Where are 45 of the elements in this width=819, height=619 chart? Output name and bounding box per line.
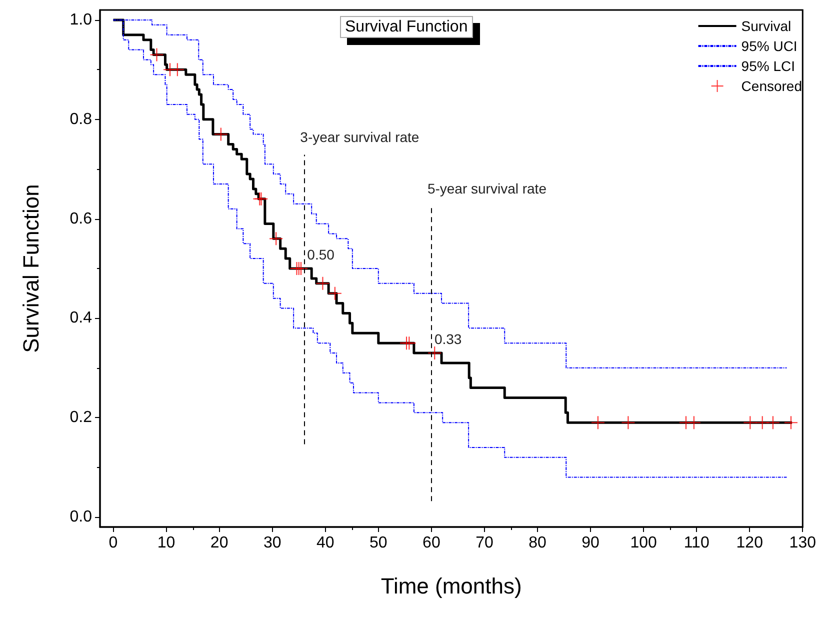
y-tick-label: 0.2 xyxy=(70,409,92,426)
point xyxy=(402,336,416,350)
x-tick-label: 0 xyxy=(108,534,118,552)
x-tick-label: 20 xyxy=(210,534,228,552)
x-tick-label: 30 xyxy=(263,534,282,552)
point xyxy=(744,416,757,430)
point xyxy=(622,416,635,430)
x-tick-label: 130 xyxy=(789,534,816,552)
ref-line-label: 3-year survival rate xyxy=(300,128,420,145)
text: Survival Function xyxy=(345,18,468,36)
point xyxy=(784,416,798,430)
legend-label: Censored xyxy=(741,78,802,94)
point xyxy=(270,232,283,246)
x-tick-label: 70 xyxy=(476,534,494,552)
point xyxy=(328,286,342,300)
x-tick-label: 90 xyxy=(582,534,600,552)
point xyxy=(428,346,442,360)
y-tick-label: 0.0 xyxy=(70,508,92,526)
point xyxy=(150,48,164,62)
y-axis-title: Survival Function xyxy=(18,184,44,353)
legend-label: 95% UCI xyxy=(741,38,798,54)
x-tick-label: 120 xyxy=(736,534,764,552)
annotation: 0.33 xyxy=(434,331,462,348)
y-tick-label: 1.0 xyxy=(70,11,92,28)
annotation: 0.50 xyxy=(307,246,335,262)
y-tick-label: 0.8 xyxy=(70,110,92,128)
y-tick-label: 0.4 xyxy=(70,310,92,327)
y-tick-label: 0.6 xyxy=(70,210,92,228)
ref-line-label: 5-year survival rate xyxy=(427,180,547,196)
x-tick-label: 80 xyxy=(528,534,546,552)
point xyxy=(766,416,780,430)
legend-label: Survival xyxy=(741,18,792,34)
point xyxy=(170,63,184,76)
x-tick-label: 10 xyxy=(157,534,176,552)
x-tick-label: 40 xyxy=(316,534,334,552)
x-axis-title: Time (months) xyxy=(380,574,522,598)
x-tick-label: 100 xyxy=(630,534,658,552)
point xyxy=(316,276,330,290)
point xyxy=(591,416,604,430)
point xyxy=(214,128,228,141)
x-tick-label: 50 xyxy=(370,534,388,552)
legend-label: 95% LCI xyxy=(741,58,795,74)
x-tick-label: 110 xyxy=(684,534,710,552)
x-tick-label: 60 xyxy=(422,534,440,552)
point xyxy=(687,416,700,430)
